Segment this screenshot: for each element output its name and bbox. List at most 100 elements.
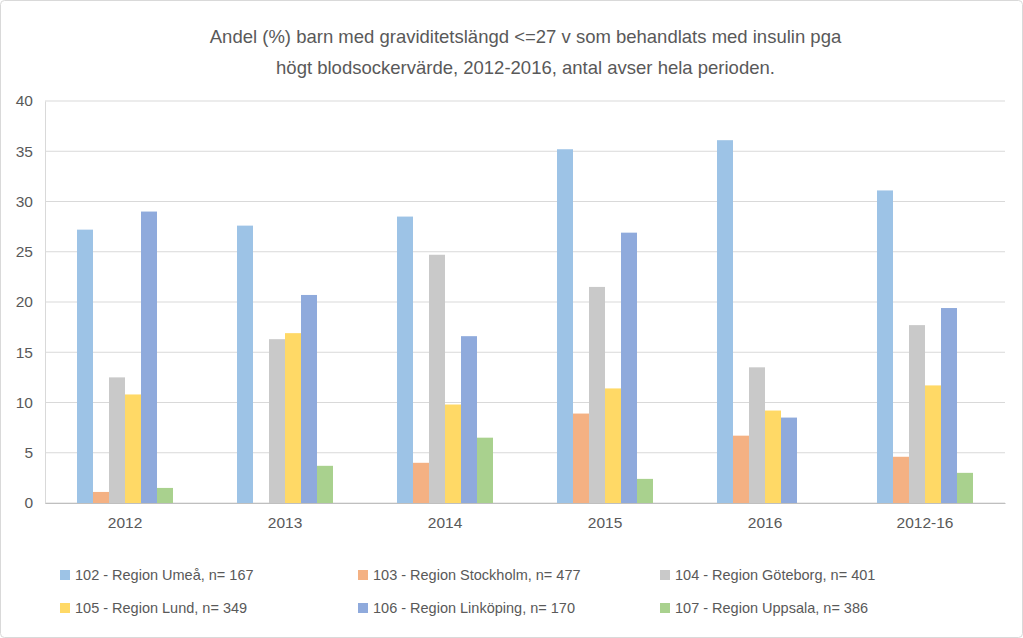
bar	[397, 217, 413, 503]
x-tick: 2016	[748, 503, 782, 531]
bar	[605, 388, 621, 503]
bar	[429, 255, 445, 503]
bar	[109, 377, 125, 503]
bar	[445, 405, 461, 503]
x-tick: 2012	[108, 503, 142, 531]
y-tick-label: 30	[16, 193, 34, 210]
bar	[621, 233, 637, 503]
x-axis-line	[46, 503, 1006, 504]
x-tick: 2013	[268, 503, 302, 531]
bar	[269, 339, 285, 503]
grid-line	[45, 503, 1005, 504]
y-tick-label: 0	[24, 494, 33, 511]
x-tick-label: 2013	[268, 514, 302, 531]
bar	[909, 325, 925, 503]
y-axis: 0 5 10 15 20 25 30 35 40	[16, 92, 46, 511]
bar-series	[93, 414, 909, 503]
bar	[461, 336, 477, 503]
bar	[733, 436, 749, 503]
plot: 0510152025303540201220132014201520162012…	[16, 92, 1006, 531]
bar-series	[125, 333, 941, 503]
bar	[413, 463, 429, 503]
bar	[717, 140, 733, 503]
bar	[557, 149, 573, 503]
grid-line	[45, 352, 1005, 353]
y-tick: 20	[16, 293, 45, 310]
bar	[637, 479, 653, 503]
y-tick-label: 35	[16, 143, 33, 160]
y-tick-label: 15	[16, 344, 33, 361]
y-tick: 40	[16, 92, 45, 109]
y-tick: 30	[16, 193, 45, 210]
legend-label: 107 - Region Uppsala, n= 386	[675, 600, 868, 616]
legend-swatch	[660, 570, 670, 580]
bar	[781, 418, 797, 503]
y-tick: 5	[24, 444, 45, 461]
x-tick-label: 2014	[428, 514, 463, 531]
y-tick-label: 10	[16, 394, 34, 411]
y-axis-line	[45, 102, 46, 504]
chart: Andel (%) barn med graviditetslängd <=27…	[0, 0, 1023, 638]
y-tick: 35	[16, 143, 45, 160]
y-tick-label: 20	[16, 293, 34, 310]
x-tick: 2014	[428, 503, 463, 531]
legend-swatch	[60, 570, 70, 580]
y-tick: 15	[16, 344, 45, 361]
bars	[77, 140, 973, 503]
x-tick: 2012-16	[897, 503, 954, 531]
bar	[237, 226, 253, 503]
y-tick-label: 5	[24, 444, 33, 461]
chart-title: Andel (%) barn med graviditetslängd <=27…	[210, 26, 842, 47]
bar-series	[141, 212, 957, 503]
x-tick-label: 2012-16	[897, 514, 954, 531]
legend: 102 - Region Umeå, n= 167 103 - Region St…	[60, 567, 875, 616]
chart-border	[1, 1, 1023, 638]
x-tick: 2015	[588, 503, 622, 531]
grid-line	[45, 101, 1005, 102]
bar	[589, 287, 605, 503]
legend-swatch	[358, 603, 368, 613]
bar	[477, 438, 493, 503]
legend-swatch	[60, 603, 70, 613]
legend-label: 105 - Region Lund, n= 349	[75, 600, 247, 616]
bar-series	[157, 438, 973, 503]
y-tick: 25	[16, 243, 45, 260]
grid	[45, 101, 1005, 503]
x-axis: 2012 2013 2014 2015 2016 2012-16	[46, 503, 1006, 531]
grid-line	[45, 302, 1005, 303]
y-tick-label: 40	[16, 92, 34, 109]
bar	[941, 308, 957, 503]
grid-line	[45, 151, 1005, 152]
bar-series	[77, 140, 893, 503]
bar	[253, 503, 269, 504]
bar	[573, 414, 589, 503]
bar	[877, 190, 893, 503]
bar	[925, 385, 941, 503]
bar	[765, 411, 781, 503]
legend-label: 106 - Region Linköping, n= 170	[373, 600, 575, 616]
bar	[301, 295, 317, 503]
legend-swatch	[660, 603, 670, 613]
x-tick-label: 2016	[748, 514, 782, 531]
bar	[893, 457, 909, 503]
bar	[157, 488, 173, 503]
grid-line	[45, 402, 1005, 403]
x-tick-label: 2015	[588, 514, 622, 531]
y-tick: 0	[24, 494, 45, 511]
legend-label: 102 - Region Umeå, n= 167	[75, 567, 254, 583]
grid-line	[45, 251, 1005, 252]
bar	[125, 394, 141, 503]
y-tick: 10	[16, 394, 45, 411]
legend-label: 103 - Region Stockholm, n= 477	[373, 567, 581, 583]
bar	[797, 503, 813, 504]
bar	[957, 473, 973, 503]
grid-line	[45, 201, 1005, 202]
y-tick-label: 25	[16, 243, 33, 260]
grid-line	[45, 452, 1005, 453]
bar	[317, 466, 333, 503]
legend-label: 104 - Region Göteborg, n= 401	[675, 567, 875, 583]
bar	[93, 492, 109, 503]
chart-title: högt blodsockervärde, 2012-2016, antal a…	[276, 57, 775, 78]
bar	[285, 333, 301, 503]
x-tick-label: 2012	[108, 514, 142, 531]
